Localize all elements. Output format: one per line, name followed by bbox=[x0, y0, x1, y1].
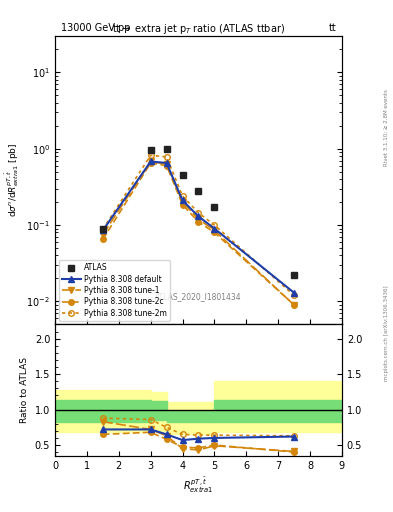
ATLAS bbox=[212, 203, 217, 209]
Pythia 8.308 tune-2m bbox=[212, 222, 217, 228]
Text: tt: tt bbox=[329, 23, 336, 33]
Pythia 8.308 tune-1 bbox=[148, 158, 153, 164]
Pythia 8.308 tune-2c bbox=[180, 202, 185, 208]
Text: Rivet 3.1.10; ≥ 2.8M events: Rivet 3.1.10; ≥ 2.8M events bbox=[384, 90, 389, 166]
Pythia 8.308 tune-1 bbox=[292, 302, 296, 308]
Line: Pythia 8.308 tune-1: Pythia 8.308 tune-1 bbox=[100, 159, 297, 308]
Pythia 8.308 tune-1 bbox=[101, 231, 105, 238]
ATLAS bbox=[101, 225, 105, 231]
Pythia 8.308 tune-2c bbox=[101, 237, 105, 243]
Y-axis label: Ratio to ATLAS: Ratio to ATLAS bbox=[20, 357, 29, 423]
Pythia 8.308 default bbox=[196, 214, 201, 220]
Pythia 8.308 tune-2m bbox=[148, 152, 153, 158]
Text: 13000 GeV pp: 13000 GeV pp bbox=[61, 23, 130, 33]
ATLAS bbox=[148, 147, 153, 154]
Text: ATLAS_2020_I1801434: ATLAS_2020_I1801434 bbox=[155, 292, 242, 302]
X-axis label: $R^{pT,\bar{t}}_{extra1}$: $R^{pT,\bar{t}}_{extra1}$ bbox=[183, 476, 214, 495]
Pythia 8.308 default bbox=[148, 158, 153, 164]
Pythia 8.308 tune-2m bbox=[101, 226, 105, 232]
Line: Pythia 8.308 tune-2m: Pythia 8.308 tune-2m bbox=[100, 153, 297, 298]
Pythia 8.308 tune-2c bbox=[292, 302, 296, 308]
Pythia 8.308 tune-2m bbox=[180, 193, 185, 199]
Pythia 8.308 tune-2c bbox=[196, 219, 201, 225]
ATLAS bbox=[292, 272, 296, 279]
Pythia 8.308 default bbox=[101, 227, 105, 233]
ATLAS bbox=[196, 188, 201, 194]
Line: Pythia 8.308 tune-2c: Pythia 8.308 tune-2c bbox=[100, 160, 297, 308]
Text: mcplots.cern.ch [arXiv:1306.3436]: mcplots.cern.ch [arXiv:1306.3436] bbox=[384, 285, 389, 380]
Line: ATLAS: ATLAS bbox=[99, 145, 298, 279]
Title: tt$\rightarrow$ extra jet p$_T$ ratio (ATLAS ttbar): tt$\rightarrow$ extra jet p$_T$ ratio (A… bbox=[112, 22, 285, 36]
Pythia 8.308 tune-2c bbox=[164, 163, 169, 169]
Pythia 8.308 tune-1 bbox=[180, 199, 185, 205]
Pythia 8.308 tune-1 bbox=[196, 216, 201, 222]
Pythia 8.308 default bbox=[292, 290, 296, 296]
Y-axis label: d$\sigma^n$/d$R^{pT,\bar{t}}_{extra1}$ [pb]: d$\sigma^n$/d$R^{pT,\bar{t}}_{extra1}$ [… bbox=[3, 143, 21, 218]
Pythia 8.308 tune-1 bbox=[212, 227, 217, 233]
ATLAS bbox=[164, 145, 169, 152]
Pythia 8.308 default bbox=[164, 160, 169, 166]
Pythia 8.308 tune-2c bbox=[148, 160, 153, 166]
Pythia 8.308 tune-2m bbox=[292, 292, 296, 298]
Pythia 8.308 tune-2m bbox=[196, 210, 201, 216]
Pythia 8.308 tune-2c bbox=[212, 229, 217, 236]
Pythia 8.308 tune-1 bbox=[164, 161, 169, 167]
Pythia 8.308 default bbox=[180, 198, 185, 204]
Legend: ATLAS, Pythia 8.308 default, Pythia 8.308 tune-1, Pythia 8.308 tune-2c, Pythia 8: ATLAS, Pythia 8.308 default, Pythia 8.30… bbox=[59, 261, 170, 321]
ATLAS bbox=[180, 172, 185, 178]
Pythia 8.308 default bbox=[212, 225, 217, 231]
Line: Pythia 8.308 default: Pythia 8.308 default bbox=[100, 159, 297, 295]
Pythia 8.308 tune-2m bbox=[164, 154, 169, 160]
